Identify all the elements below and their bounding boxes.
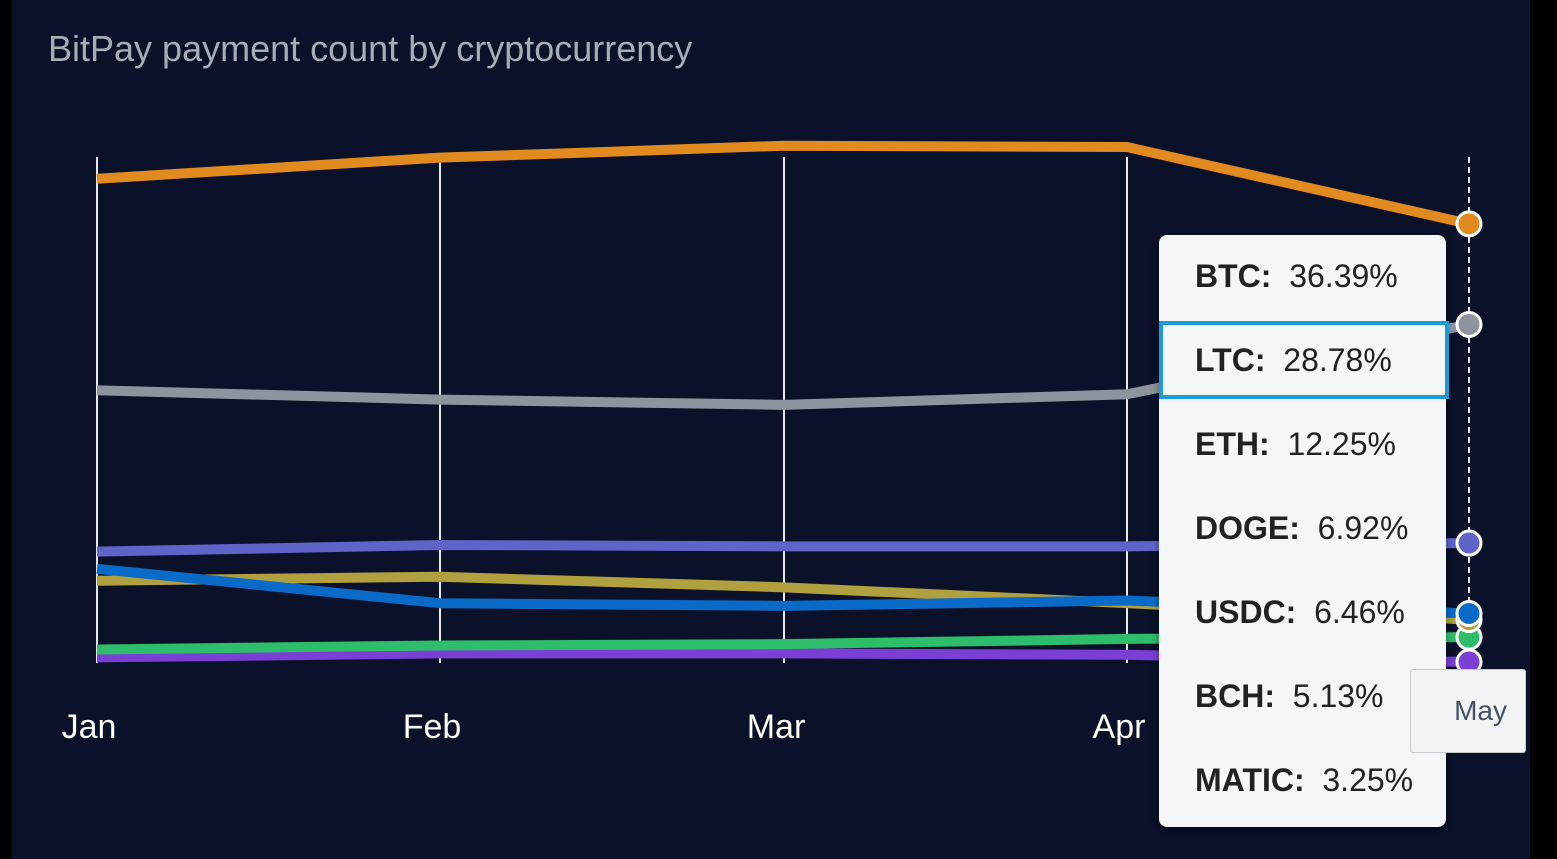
tooltip-value: 5.13% [1292, 678, 1384, 714]
tooltip-value: 6.92% [1317, 510, 1409, 546]
tooltip-symbol: ETH: [1195, 426, 1270, 462]
hover-marker-eth[interactable] [1455, 529, 1483, 557]
x-tick-label-mar: Mar [747, 708, 806, 746]
tooltip-row-doge: DOGE: 6.92% [1159, 489, 1446, 567]
tooltip-value: 6.46% [1314, 594, 1405, 630]
tooltip-symbol: USDC: [1195, 594, 1297, 630]
x-tick-label-jan: Jan [62, 708, 117, 746]
x-tick-label-feb: Feb [403, 708, 462, 746]
tooltip-row-matic: MATIC: 3.25% [1159, 741, 1446, 819]
tooltip-symbol: BTC: [1195, 258, 1272, 294]
hover-markers [1455, 210, 1483, 676]
tooltip-row-ltc: LTC: 28.78% [1159, 321, 1449, 399]
tooltip: BTC: 36.39% LTC: 28.78% ETH: 12.25% DOGE: 6… [1159, 235, 1449, 827]
chart-title: BitPay payment count by cryptocurrency [48, 28, 693, 69]
tooltip-row-bch: BCH: 5.13% [1159, 657, 1446, 735]
tooltip-row-usdc: USDC: 6.46% [1159, 573, 1446, 651]
hover-marker-ltc[interactable] [1455, 310, 1483, 338]
hover-marker-btc[interactable] [1455, 210, 1483, 238]
tooltip-value: 12.25% [1287, 426, 1396, 462]
x-axis: Jan Feb Mar Apr [62, 708, 1146, 746]
tooltip-symbol: LTC: [1195, 342, 1266, 378]
hover-marker-doge[interactable] [1455, 600, 1483, 628]
series-line-btc[interactable] [96, 140, 1471, 229]
tooltip-row-eth: ETH: 12.25% [1159, 405, 1446, 483]
chart-panel: BitPay payment count by cryptocurrency J… [12, 0, 1530, 859]
tooltip-row-btc: BTC: 36.39% [1159, 237, 1446, 315]
tooltip-value: 3.25% [1322, 762, 1414, 798]
tooltip-symbol: BCH: [1195, 678, 1275, 714]
x-tick-label-apr: Apr [1093, 708, 1146, 746]
x-axis-hover-badge: May [1410, 669, 1526, 753]
tooltip-value: 36.39% [1289, 258, 1398, 294]
tooltip-value: 28.78% [1283, 342, 1392, 378]
tooltip-symbol: MATIC: [1195, 762, 1305, 798]
tooltip-symbol: DOGE: [1195, 510, 1300, 546]
